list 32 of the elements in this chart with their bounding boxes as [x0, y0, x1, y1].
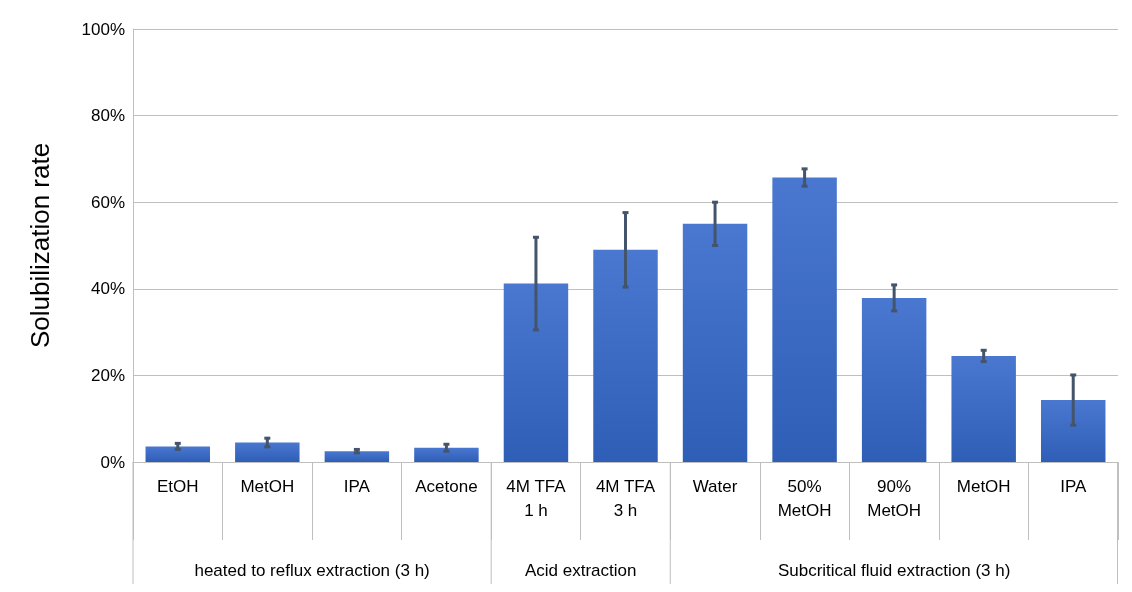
- bar: [682, 223, 748, 462]
- text: Subcritical fluid extraction (3 h): [777, 560, 1011, 580]
- x-tick-label: EtOH: [156, 476, 199, 496]
- bar: [861, 297, 927, 462]
- bar: [593, 249, 658, 462]
- x-tick-label: 4M TFA 1 h: [506, 476, 567, 520]
- bar: [414, 447, 479, 462]
- x-tick-label: MetOH: [240, 476, 295, 496]
- bar: [235, 442, 300, 462]
- text: heated to reflux extraction (3 h): [194, 560, 430, 580]
- x-tick-label: MetOH: [956, 476, 1011, 496]
- x-tick-label: Acetone: [415, 476, 478, 496]
- text: Acid extraction: [524, 560, 637, 580]
- x-tick-label: IPA: [1060, 476, 1087, 496]
- x-tick-label: 90% MetOH: [867, 476, 922, 520]
- bar: [951, 355, 1016, 462]
- x-tick-label: 4M TFA 3 h: [595, 476, 656, 520]
- y-tick-label: 40%: [90, 279, 125, 299]
- x-tick-label: 50% MetOH: [777, 476, 832, 520]
- bar: [324, 451, 390, 462]
- y-axis-title: Solubilization rate: [25, 142, 55, 349]
- bar: [1040, 400, 1106, 462]
- x-tick-label: Water: [692, 476, 738, 496]
- bar: [145, 446, 211, 462]
- x-tick-label: IPA: [343, 476, 371, 496]
- y-tick-label: 60%: [90, 192, 125, 212]
- y-tick-label: 100%: [81, 19, 125, 39]
- bar: [503, 283, 569, 462]
- bar: [772, 177, 837, 462]
- y-tick-label: 0%: [100, 452, 125, 472]
- y-tick-label: 20%: [90, 365, 125, 385]
- y-tick-label: 80%: [90, 106, 125, 126]
